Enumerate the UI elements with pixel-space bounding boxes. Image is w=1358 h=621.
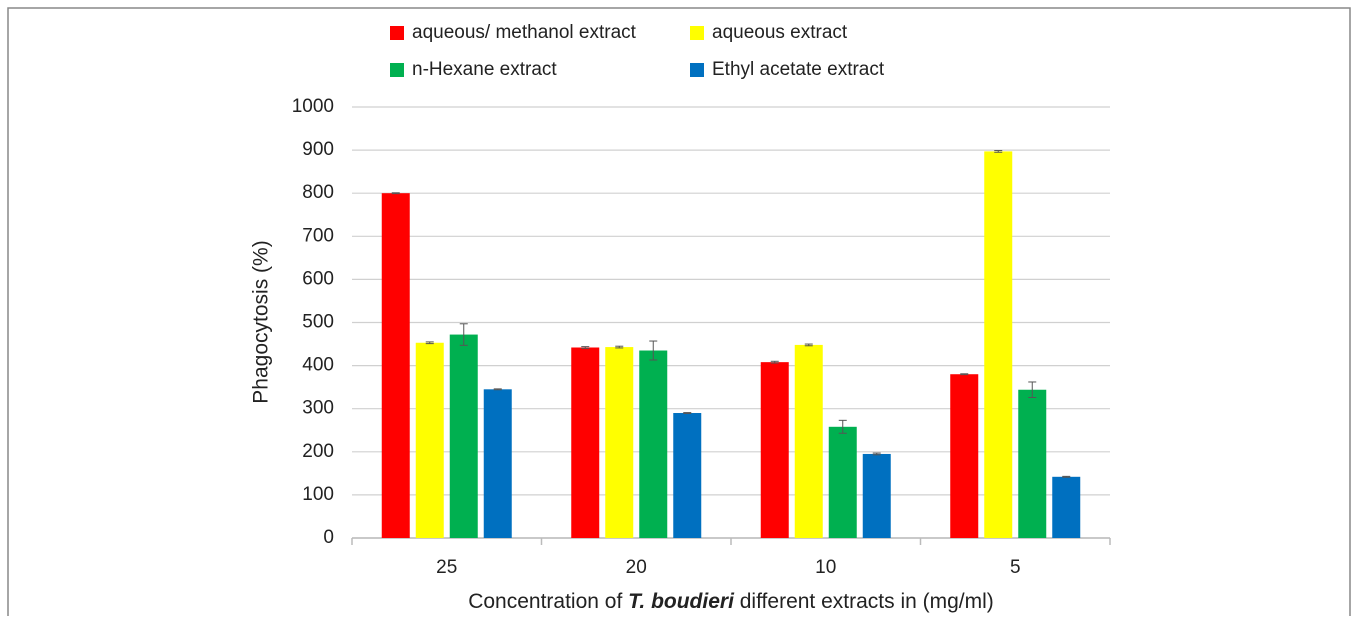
legend-label: Ethyl acetate extract — [712, 59, 885, 80]
y-tick-label: 300 — [302, 398, 334, 419]
error-bar — [872, 452, 881, 456]
bar — [1052, 476, 1081, 538]
bar — [381, 193, 410, 538]
error-bar — [425, 341, 434, 345]
error-bar — [960, 373, 969, 376]
error-bar — [1028, 381, 1037, 398]
y-tick-label: 200 — [302, 441, 334, 462]
x-axis-label: Concentration of T. boudieri different e… — [468, 590, 994, 613]
x-tick-label: 5 — [1010, 557, 1021, 578]
x-tick-label: 10 — [815, 557, 836, 578]
x-label-emph: T. boudieri — [628, 590, 735, 613]
legend-swatch — [690, 63, 704, 77]
x-label-part: Concentration of — [468, 590, 628, 613]
y-tick-label: 100 — [302, 484, 334, 505]
error-bar — [615, 345, 624, 349]
bar — [483, 389, 512, 538]
bar — [673, 413, 702, 538]
error-bar — [994, 150, 1003, 153]
bar — [794, 344, 823, 538]
error-bar — [581, 346, 590, 349]
error-bar — [649, 340, 658, 361]
legend-swatch — [390, 26, 404, 40]
y-tick-label: 900 — [302, 139, 334, 160]
bar — [950, 374, 979, 538]
y-tick-label: 600 — [302, 268, 334, 289]
legend-label: n-Hexane extract — [412, 59, 557, 80]
legend-swatch — [390, 63, 404, 77]
x-label-part: different extracts in (mg/ml) — [734, 590, 994, 613]
y-tick-label: 400 — [302, 355, 334, 376]
error-bar — [838, 419, 847, 434]
error-bar — [391, 192, 400, 195]
error-bar — [1062, 475, 1071, 478]
bar — [984, 151, 1013, 538]
legend-label: aqueous extract — [712, 22, 848, 43]
error-bar — [683, 412, 692, 414]
bar — [760, 362, 789, 538]
y-axis-label: Phagocytosis (%) — [250, 240, 273, 403]
error-bar — [804, 343, 813, 347]
bar — [571, 347, 600, 538]
y-tick-label: 1000 — [292, 96, 334, 117]
y-tick-label: 800 — [302, 182, 334, 203]
y-tick-label: 0 — [323, 527, 334, 548]
bar — [415, 342, 444, 538]
bar — [449, 334, 478, 538]
x-tick-label: 20 — [626, 557, 647, 578]
error-bar — [493, 388, 502, 391]
bar — [605, 347, 634, 538]
y-tick-label: 500 — [302, 312, 334, 333]
error-bar — [770, 360, 779, 364]
legend-swatch — [690, 26, 704, 40]
bar — [639, 350, 668, 538]
bar — [1018, 389, 1047, 538]
x-tick-label: 25 — [436, 557, 457, 578]
y-tick-label: 700 — [302, 225, 334, 246]
bar — [828, 426, 857, 538]
error-bar — [459, 323, 468, 346]
legend-label: aqueous/ methanol extract — [412, 22, 637, 43]
bar — [862, 453, 891, 538]
